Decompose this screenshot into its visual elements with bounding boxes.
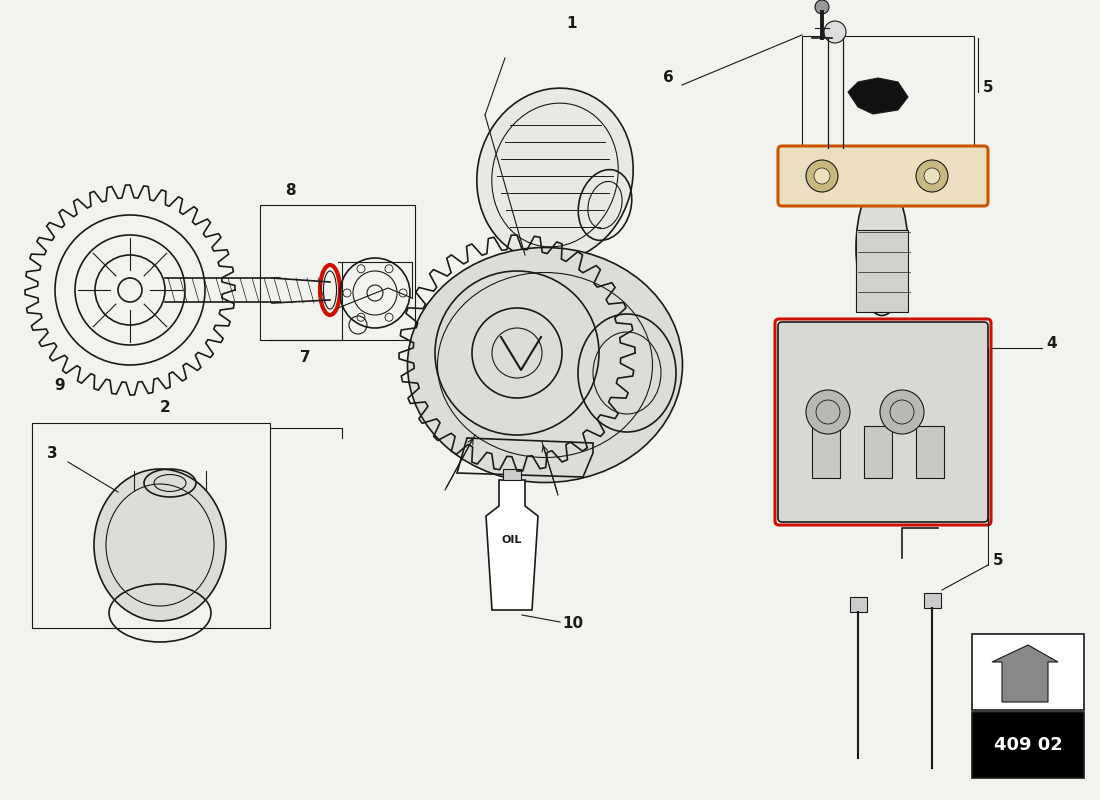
Circle shape [924,168,940,184]
Circle shape [824,21,846,43]
Circle shape [815,0,829,14]
Text: 2: 2 [160,400,170,415]
Bar [864,426,892,478]
Bar [924,593,940,608]
Circle shape [880,390,924,434]
Text: 6: 6 [662,70,673,85]
Text: 5: 5 [982,80,993,95]
Circle shape [916,160,948,192]
Text: 10: 10 [562,616,583,631]
Ellipse shape [856,181,908,315]
Bar [856,230,908,312]
Polygon shape [848,78,908,114]
Circle shape [873,163,891,181]
Text: 9: 9 [55,378,65,393]
Bar [972,712,1084,778]
Bar [972,634,1084,710]
Ellipse shape [407,247,682,482]
Circle shape [814,168,830,184]
Text: 5: 5 [992,553,1003,568]
Circle shape [806,160,838,192]
Bar [812,426,840,478]
Text: 3: 3 [46,446,57,461]
Bar [850,597,867,612]
Bar [32,423,270,628]
Text: OIL: OIL [502,535,522,545]
Text: 4: 4 [1047,336,1057,351]
Polygon shape [992,645,1058,702]
FancyBboxPatch shape [778,322,988,522]
Bar [916,426,944,478]
Bar [802,36,974,148]
Polygon shape [486,480,538,610]
FancyBboxPatch shape [778,146,988,206]
Text: 409 02: 409 02 [993,736,1063,754]
Bar [260,205,415,340]
Text: 8: 8 [285,183,295,198]
Text: 1: 1 [566,16,578,31]
Ellipse shape [476,88,634,262]
Text: 7: 7 [299,350,310,365]
Ellipse shape [94,469,225,621]
Bar [503,469,521,480]
Circle shape [806,390,850,434]
